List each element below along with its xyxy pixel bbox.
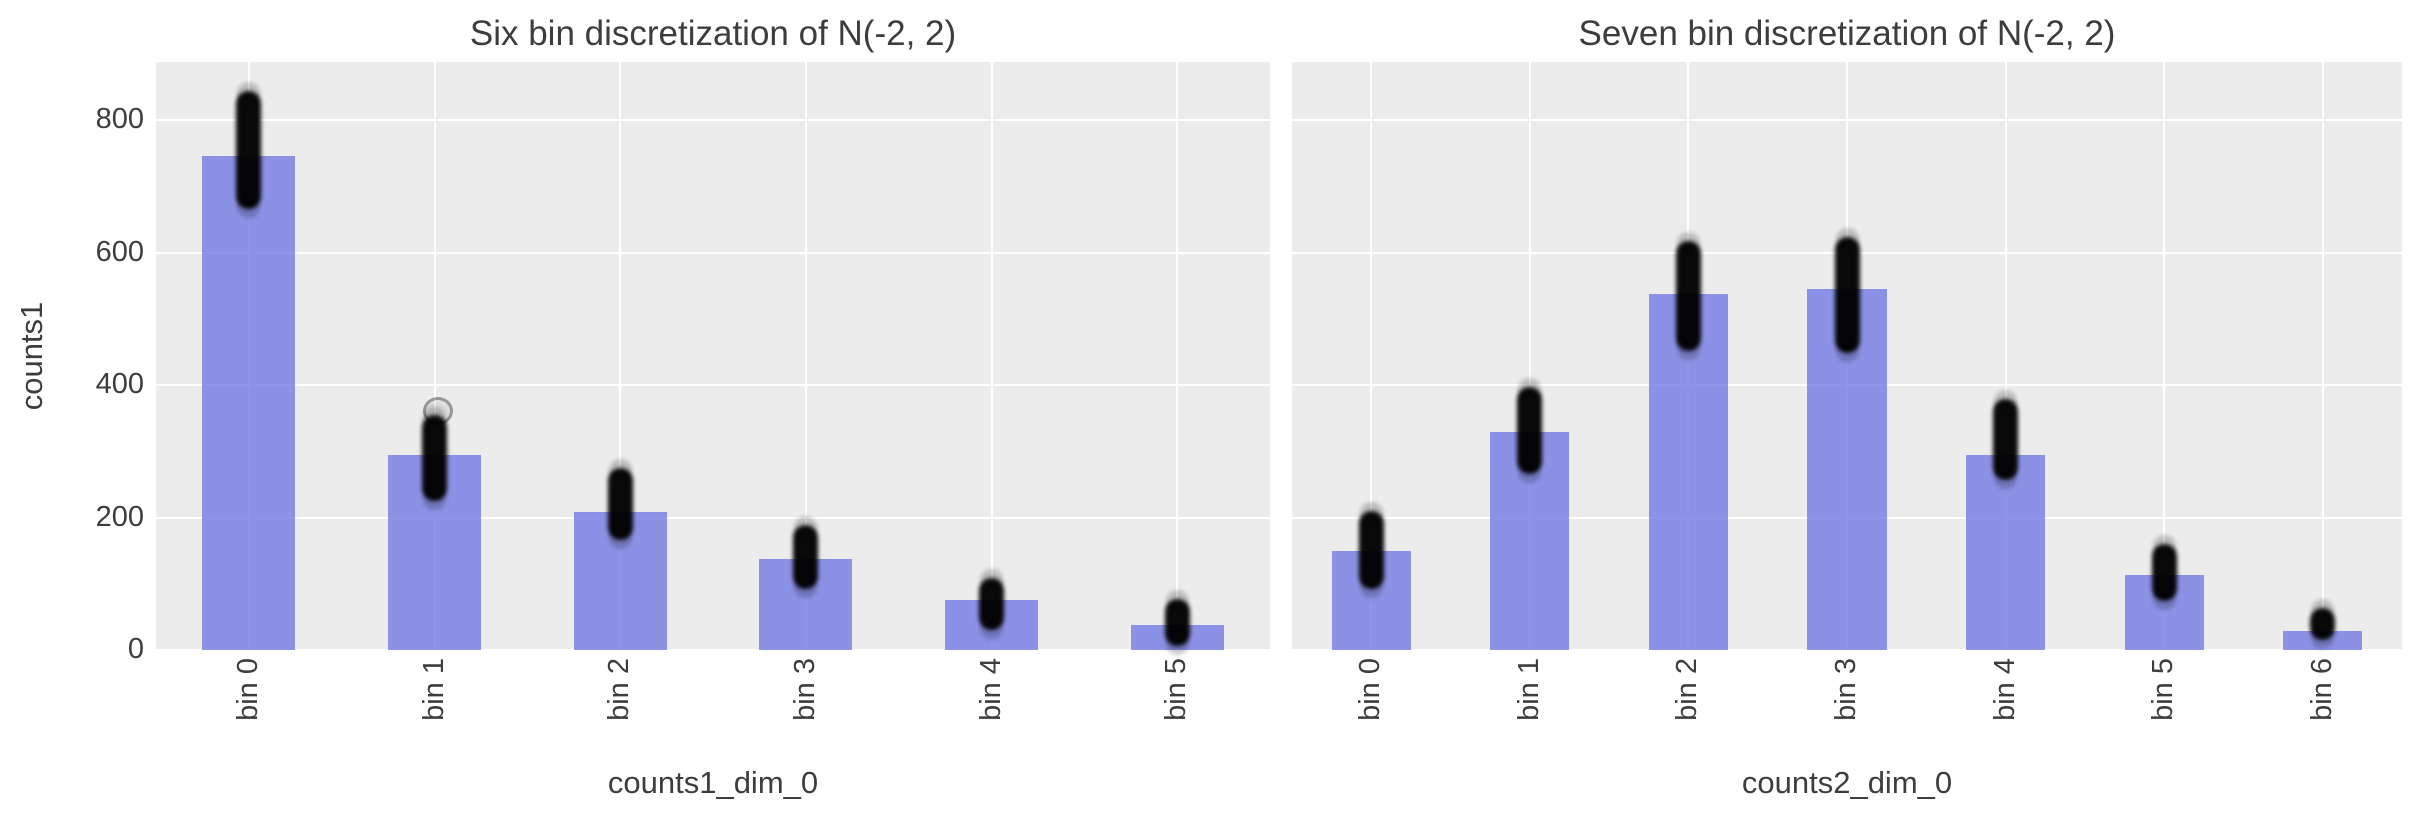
dot-cloud-core (979, 577, 1004, 630)
dot-cloud (1834, 234, 1860, 356)
h-gridline (156, 251, 1270, 254)
y-tick-label: 200 (95, 500, 144, 533)
dot-cloud-core (1834, 237, 1860, 353)
v-gridline (804, 62, 807, 650)
dot-cloud (1358, 508, 1384, 592)
x-tick-label: bin 4 (1988, 658, 2021, 721)
x-tick-label: bin 4 (974, 658, 1007, 721)
dot-cloud-core (1993, 398, 2019, 481)
bar (202, 156, 296, 650)
v-gridline (433, 62, 436, 650)
y-tick-label: 800 (95, 103, 144, 136)
dot-cloud-core (422, 415, 447, 501)
dot-cloud-core (2310, 607, 2336, 640)
outlier-dot (422, 396, 453, 425)
dot-cloud (1517, 384, 1543, 477)
x-tick-label: bin 6 (2305, 658, 2338, 721)
dot-cloud-core (1675, 241, 1701, 351)
dot-cloud (2310, 605, 2336, 643)
x-tick-label: bin 1 (1512, 658, 1545, 721)
x-tick-label: bin 2 (603, 658, 636, 721)
v-gridline (2321, 62, 2324, 650)
dot-cloud (607, 465, 633, 544)
v-gridline (1176, 62, 1179, 650)
left-plot-panel (156, 62, 1270, 651)
left-x-axis-label: counts1_dim_0 (607, 765, 819, 800)
x-tick-label: bin 5 (2147, 658, 2180, 721)
right-plot-panel (1292, 62, 2402, 651)
x-tick-label: bin 3 (788, 658, 821, 721)
x-tick-label: bin 5 (1160, 658, 1193, 721)
dot-cloud-core (1358, 510, 1384, 589)
dot-cloud (422, 412, 447, 503)
dot-cloud (1675, 238, 1701, 354)
dot-cloud (793, 522, 819, 592)
h-gridline (1292, 649, 2402, 651)
x-tick-label: bin 0 (1354, 658, 1387, 721)
dot-cloud-core (2151, 544, 2177, 601)
x-tick-label: bin 2 (1671, 658, 1704, 721)
v-gridline (2004, 62, 2007, 650)
x-tick-label: bin 1 (417, 658, 450, 721)
right-chart-title: Seven bin discretization of N(-2, 2) (1578, 14, 2116, 53)
dot-cloud (1164, 596, 1190, 649)
dot-cloud-core (236, 91, 262, 209)
dot-cloud (979, 575, 1004, 633)
dot-cloud (1993, 396, 2019, 483)
dot-cloud-core (607, 467, 633, 541)
v-gridline (1528, 62, 1531, 650)
h-gridline (156, 649, 1270, 651)
dot-cloud-core (793, 525, 819, 589)
left-chart-title: Six bin discretization of N(-2, 2) (469, 14, 957, 53)
y-tick-label: 0 (127, 632, 144, 665)
h-gridline (156, 384, 1270, 387)
x-tick-label: bin 3 (1830, 658, 1862, 721)
y-tick-label: 600 (95, 235, 144, 268)
right-x-axis-label: counts2_dim_0 (1741, 765, 1953, 800)
h-gridline (156, 516, 1270, 519)
y-tick-label: 400 (95, 367, 144, 400)
v-gridline (990, 62, 993, 650)
dot-cloud (2151, 541, 2177, 603)
dot-cloud-core (1164, 598, 1190, 646)
h-gridline (156, 119, 1270, 122)
x-tick-label: bin 0 (231, 658, 264, 721)
dot-cloud (236, 88, 262, 211)
v-gridline (619, 62, 622, 650)
v-gridline (1370, 62, 1373, 650)
v-gridline (2163, 62, 2166, 650)
dot-cloud-core (1517, 387, 1543, 475)
